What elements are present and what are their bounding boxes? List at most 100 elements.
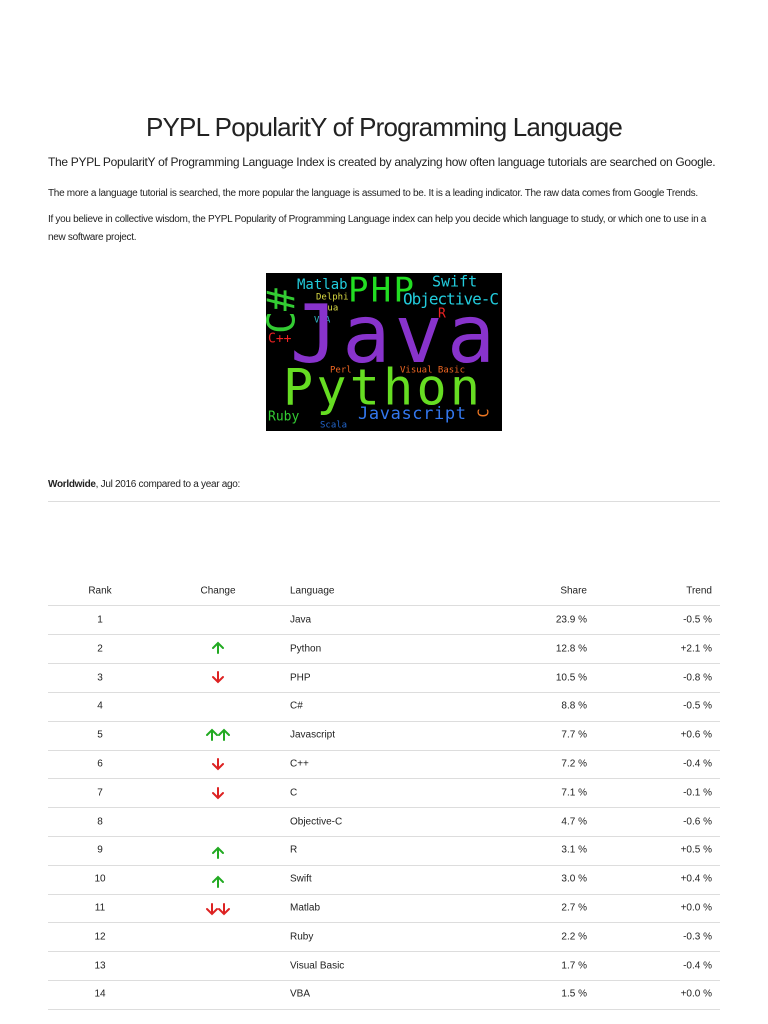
table-cell: 3.0 % (561, 873, 587, 885)
table-cell: -0.4 % (683, 960, 712, 972)
table-cell: 5 (97, 729, 103, 741)
row-divider (48, 778, 720, 780)
table-cell: 10 (94, 873, 106, 885)
table-cell: +0.0 % (680, 902, 712, 914)
row-divider (48, 893, 720, 895)
table-cell: 3 (97, 672, 103, 684)
table-cell: VBA (290, 988, 311, 1000)
table-cell: 7.7 % (561, 729, 587, 741)
table-cell: 10.5 % (555, 672, 587, 684)
row-divider (48, 980, 720, 981)
cloud-word: C (475, 408, 493, 417)
table-cell: 1.7 % (561, 960, 587, 972)
row-divider (48, 922, 720, 924)
table-cell: +0.6 % (680, 729, 712, 741)
table-cell: +2.1 % (680, 643, 712, 655)
cloud-bg (266, 273, 502, 431)
cloud-word: Scala (320, 421, 347, 431)
row-divider (48, 749, 720, 751)
row-divider (48, 692, 720, 693)
table-cell: C# (290, 700, 303, 712)
cloud-word: C# (266, 288, 304, 334)
change-icons (206, 641, 230, 916)
cloud-word: Ruby (268, 410, 299, 425)
column-header: Language (290, 585, 335, 597)
table-cell: 13 (94, 960, 106, 972)
row-divider (48, 1008, 720, 1010)
table-cell: Python (290, 643, 322, 655)
table-cell: 9 (97, 844, 103, 856)
intro-text: The PYPL PopularitY of Programming Langu… (48, 155, 716, 169)
arrow-down (212, 671, 224, 684)
table-cell: +0.4 % (680, 873, 712, 885)
table-cell: 11 (94, 902, 106, 914)
cloud-word: Visual Basic (400, 366, 465, 376)
table-cell: 7 (97, 787, 103, 799)
arrow-up (212, 641, 224, 654)
arrow-down (212, 758, 224, 771)
column-header: Rank (88, 585, 112, 597)
row-divider (48, 951, 720, 953)
row-divider (48, 864, 720, 866)
cloud-word: C++ (268, 332, 292, 347)
table-cell: Javascript (290, 729, 336, 741)
table-cell: Java (290, 614, 312, 626)
table-cell: 1 (97, 614, 103, 626)
table-cell: -0.5 % (683, 614, 712, 626)
table-cell: 2 (97, 643, 103, 655)
arrow-up (212, 846, 224, 859)
table-cell: 1.5 % (561, 988, 587, 1000)
table-cell: 6 (97, 758, 103, 770)
table-cell: +0.0 % (680, 988, 712, 1000)
cloud-word: Swift (432, 273, 477, 291)
cloud-word: PHP (348, 273, 414, 311)
table-cell: -0.6 % (683, 816, 712, 828)
row-divider (48, 663, 720, 665)
word-cloud: C# Matlab PHP Swift Delphi Objective-C l… (266, 273, 502, 431)
cloud-word: Perl (330, 366, 352, 376)
table-cell: 14 (94, 988, 106, 1000)
cloud-word: Matlab (297, 277, 348, 293)
table-cell: Matlab (290, 902, 321, 914)
arrow-down (212, 787, 224, 800)
table-cell: PHP (290, 672, 311, 684)
row-divider (48, 836, 720, 837)
cloud-word: Objective-C (403, 290, 499, 309)
intro-text: If you believe in collective wisdom, the… (48, 214, 707, 243)
divider (48, 501, 720, 502)
row-divider (48, 807, 720, 809)
table-cell: -0.3 % (683, 931, 712, 943)
row-divider (48, 605, 720, 606)
arrow-double-down (206, 903, 230, 916)
table-cell: 4 (97, 700, 103, 712)
table-cell: Ruby (290, 931, 314, 943)
table-cell: R (290, 844, 298, 856)
intro-text: The more a language tutorial is searched… (48, 188, 698, 199)
row-divider (48, 634, 720, 636)
page-title: PYPL PopularitY of Programming Language (145, 112, 623, 142)
table-cell: -0.5 % (683, 700, 712, 712)
table-cell: Objective-C (290, 816, 343, 828)
cloud-word: Delphi (316, 293, 349, 303)
table-cell: -0.1 % (683, 787, 712, 799)
table-cell: -0.4 % (683, 758, 712, 770)
table-cell: 2.2 % (561, 931, 587, 943)
table-cell: C++ (290, 758, 309, 770)
table-cell: C (290, 787, 298, 799)
cloud-word: Javascript (358, 404, 466, 424)
caption: Worldwide, Jul 2016 compared to a year a… (48, 479, 240, 490)
table-cell: 7.2 % (561, 758, 587, 770)
table-cell: Swift (290, 873, 312, 885)
row-divider (48, 720, 720, 722)
table-cell: 4.7 % (561, 816, 587, 828)
table-cell: 23.9 % (555, 614, 587, 626)
table-cell: 2.7 % (561, 902, 587, 914)
table-cell: 8.8 % (561, 700, 587, 712)
table-cell: 3.1 % (561, 844, 587, 856)
column-header: Trend (686, 585, 712, 597)
table-cell: 12.8 % (555, 643, 587, 655)
table-cell: 8 (97, 816, 103, 828)
caption-text: , Jul 2016 compared to a year ago: (95, 479, 241, 490)
